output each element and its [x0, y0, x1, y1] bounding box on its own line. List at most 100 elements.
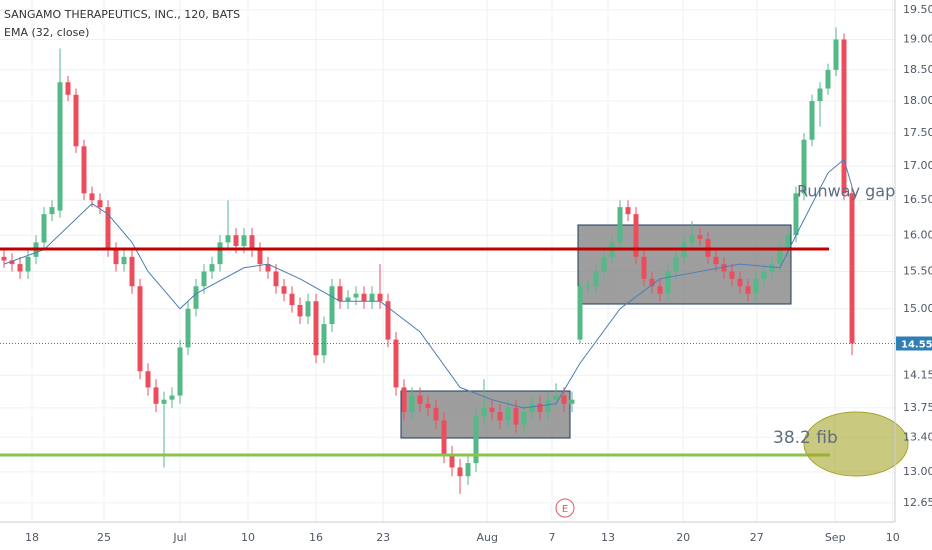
candle-body — [1, 256, 7, 261]
x-tick-label: Aug — [476, 531, 497, 544]
candle-body — [473, 416, 479, 464]
y-tick-label: 13.00 — [903, 465, 932, 478]
candle-body — [489, 407, 495, 413]
candle-body — [57, 82, 63, 211]
candle-body — [337, 286, 343, 302]
candle-body — [121, 256, 127, 265]
x-tick-label: Jul — [172, 531, 186, 544]
candle-body — [505, 407, 511, 421]
y-tick-label: 19.00 — [903, 32, 932, 45]
candle-body — [769, 264, 775, 272]
candle-body — [145, 371, 151, 388]
last-price-label: 14.55 — [901, 340, 932, 351]
annotation: 38.2 fib — [773, 428, 838, 448]
candle-body — [169, 395, 175, 400]
grid — [0, 0, 895, 522]
candle-body — [481, 407, 487, 417]
candle-body — [569, 399, 575, 404]
candle-body — [369, 293, 375, 302]
candle-body — [577, 286, 583, 340]
candle-body — [833, 39, 839, 70]
y-tick-label: 19.50 — [903, 3, 932, 16]
last-price-box — [896, 336, 932, 351]
candle-body — [425, 403, 431, 408]
candle-body — [729, 271, 735, 279]
candle-body — [537, 403, 543, 413]
x-tick-label: 20 — [676, 531, 690, 544]
candle-body — [113, 249, 119, 265]
candle-body — [225, 235, 231, 243]
x-tick-label: 16 — [309, 531, 323, 544]
candle-body — [841, 39, 847, 194]
candle-body — [313, 301, 319, 356]
candle-body — [441, 420, 447, 455]
y-tick-label: 16.50 — [903, 193, 932, 206]
candle-body — [753, 278, 759, 294]
candle-body — [785, 235, 791, 250]
candle-body — [177, 347, 183, 396]
candle-body — [193, 286, 199, 309]
candle-body — [457, 467, 463, 477]
candle-body — [745, 286, 751, 294]
candle-body — [633, 214, 639, 257]
candle-body — [409, 395, 415, 413]
candle-body — [521, 412, 527, 425]
earnings-label: E — [562, 504, 568, 515]
candle-body — [361, 293, 367, 302]
candles — [1, 27, 855, 494]
candle-body — [801, 139, 807, 194]
candle-body — [321, 324, 327, 356]
candle-body — [825, 69, 831, 89]
candle-body — [513, 407, 519, 425]
candle-body — [649, 278, 655, 287]
candle-body — [849, 193, 855, 344]
candle-body — [665, 271, 671, 294]
candle-body — [465, 463, 471, 477]
candle-body — [601, 256, 607, 272]
candle-body — [561, 395, 567, 404]
indicator-label: EMA (32, close) — [4, 26, 89, 39]
candle-body — [217, 242, 223, 265]
x-tick-label: 27 — [750, 531, 764, 544]
candle-body — [617, 207, 623, 243]
candle-body — [233, 235, 239, 247]
candle-body — [137, 286, 143, 372]
candle-body — [265, 264, 271, 272]
candle-body — [673, 256, 679, 272]
candle-body — [737, 278, 743, 287]
candle-body — [25, 256, 31, 272]
candle-body — [585, 286, 591, 288]
candle-body — [449, 454, 455, 468]
candle-body — [97, 200, 103, 208]
candle-body — [697, 235, 703, 239]
candle-body — [689, 235, 695, 243]
candle-body — [385, 301, 391, 340]
y-tick-label: 17.50 — [903, 126, 932, 139]
candle-body — [9, 260, 15, 265]
candle-body — [153, 387, 159, 404]
y-tick-label: 16.00 — [903, 228, 932, 241]
candle-body — [593, 271, 599, 287]
candle-body — [17, 264, 23, 272]
candle-body — [721, 264, 727, 272]
candle-body — [401, 387, 407, 413]
x-tick-label: 7 — [549, 531, 556, 544]
earnings-marker[interactable] — [555, 498, 575, 518]
x-tick-label: 10 — [241, 531, 255, 544]
candle-body — [553, 395, 559, 400]
candle-body — [209, 264, 215, 272]
candle-body — [497, 412, 503, 421]
candle-body — [73, 94, 79, 147]
candle-body — [81, 146, 87, 194]
candle-body — [377, 293, 383, 302]
y-tick-label: 15.00 — [903, 302, 932, 315]
candle-body — [777, 249, 783, 265]
y-tick-label: 12.65 — [903, 496, 932, 509]
candle-body — [809, 101, 815, 140]
fib-ellipse — [803, 411, 909, 477]
x-tick-label: 13 — [601, 531, 615, 544]
candle-body — [433, 407, 439, 421]
candle-body — [329, 286, 335, 325]
x-tick-label: 18 — [25, 531, 39, 544]
candle-body — [129, 256, 135, 287]
